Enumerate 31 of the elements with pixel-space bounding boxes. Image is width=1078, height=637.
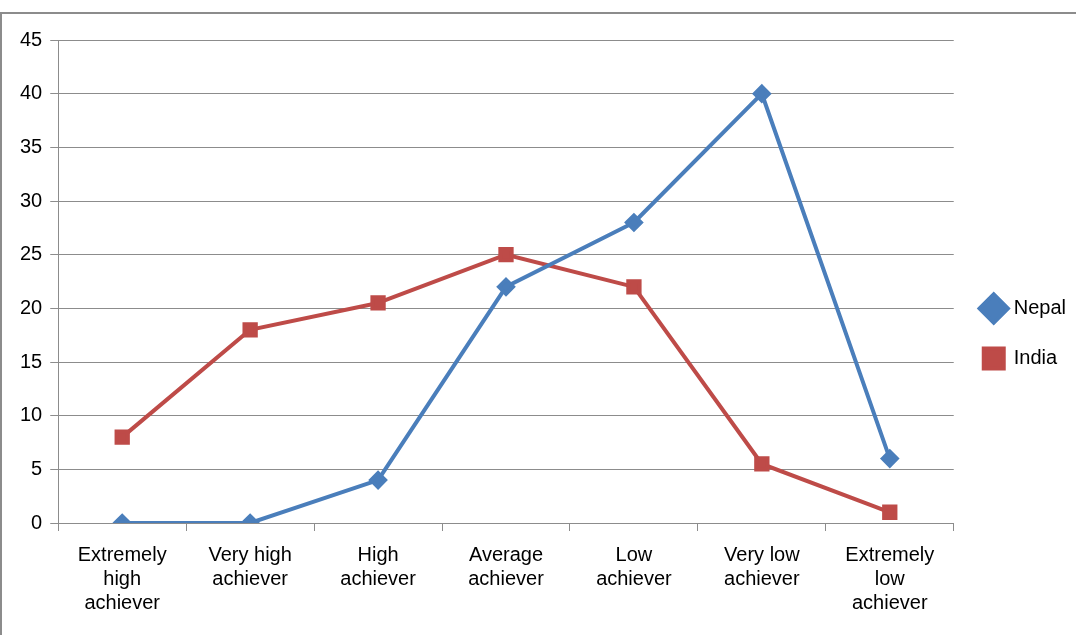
x-tick-label: Extremely high achiever	[77, 542, 167, 613]
y-tick-label: 25	[20, 242, 43, 265]
point	[370, 295, 386, 311]
x-tick-label: Very high achiever	[208, 542, 292, 589]
point	[880, 449, 899, 468]
y-tick-label: 0	[31, 510, 43, 533]
x-tick-label: High achiever	[340, 542, 417, 589]
point	[369, 471, 388, 490]
y-tick-label: 15	[20, 349, 43, 372]
point	[114, 429, 130, 445]
legend-label: India	[1013, 346, 1058, 369]
x-tick-label: Very low achiever	[724, 542, 801, 589]
point	[624, 213, 643, 232]
y-tick-label: 30	[20, 188, 43, 211]
point	[497, 277, 515, 296]
point	[882, 504, 898, 520]
y-tick-label: 10	[20, 403, 43, 426]
y-tick-label: 5	[31, 456, 43, 479]
y-tick-label: 40	[20, 81, 43, 104]
x-tick-label: Extremely low achiever	[845, 542, 935, 613]
x-tick-label: Low achiever	[596, 542, 673, 589]
y-tick-label: 45	[20, 27, 43, 50]
y-tick-label: 35	[20, 134, 43, 157]
y-tick-label: 20	[20, 295, 43, 318]
point	[754, 456, 770, 472]
x-tick-label: Average achiever	[468, 542, 545, 589]
point	[498, 247, 514, 263]
point	[242, 322, 258, 338]
point	[752, 84, 771, 103]
point	[626, 279, 642, 295]
legend-label: Nepal	[1013, 296, 1067, 319]
